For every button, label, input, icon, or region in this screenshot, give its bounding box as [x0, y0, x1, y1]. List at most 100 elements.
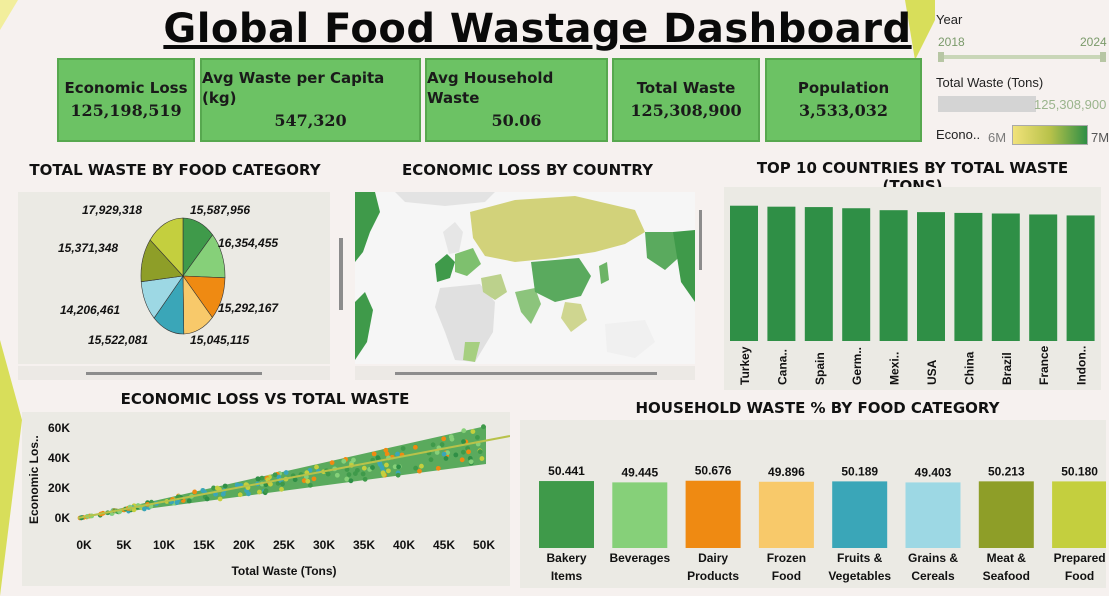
scatter-point[interactable] [453, 452, 459, 458]
scatter-point[interactable] [344, 476, 350, 482]
scatter-point[interactable] [392, 464, 398, 470]
top10-bar[interactable] [730, 205, 758, 341]
scatter-point[interactable] [237, 492, 243, 498]
scatter-point[interactable] [263, 488, 269, 494]
scatter-point[interactable] [466, 449, 471, 455]
scatter-point[interactable] [449, 436, 455, 442]
scatter-point[interactable] [371, 451, 377, 457]
household-bar[interactable] [539, 481, 594, 548]
scatter-point[interactable] [351, 457, 356, 463]
scatter-point[interactable] [434, 450, 440, 455]
scatter-point[interactable] [217, 496, 223, 502]
scatter-point[interactable] [307, 482, 313, 488]
top10-bar[interactable] [991, 213, 1020, 341]
scatter-point[interactable] [386, 468, 391, 474]
scatter-point[interactable] [384, 451, 390, 457]
pie-slice[interactable] [149, 217, 184, 277]
scatter-point[interactable] [461, 439, 466, 445]
scatter-point[interactable] [479, 456, 485, 461]
scatter-point[interactable] [481, 424, 486, 430]
scatter-point[interactable] [395, 472, 401, 478]
scatter-point[interactable] [344, 467, 350, 472]
year-slider-end-handle[interactable] [1100, 52, 1106, 62]
map-horizontal-scrollbar[interactable] [355, 366, 695, 380]
scatter-point[interactable] [400, 446, 406, 451]
top10-bar-chart[interactable]: Turkey Cana.. Spain Germ.. Mexi.. USA China Bra… [724, 187, 1101, 390]
scatter-point[interactable] [329, 460, 335, 466]
scrollbar-thumb[interactable] [699, 210, 702, 270]
scatter-point[interactable] [301, 478, 307, 484]
pie-panel-scrollbar[interactable] [18, 366, 330, 380]
top10-bar[interactable] [879, 210, 908, 341]
scatter-point[interactable] [417, 468, 422, 474]
scatter-point[interactable] [305, 478, 311, 484]
econ-color-legend[interactable] [1012, 125, 1088, 145]
scatter-plot[interactable]: 0K 20K 40K 60K 0K 5K 10K 15K 20K 25K 30K 35K 40K 45K 5… [22, 412, 511, 586]
scatter-point[interactable] [268, 481, 273, 487]
top10-bar[interactable] [917, 212, 945, 341]
scatter-point[interactable] [204, 496, 210, 502]
scatter-point[interactable] [362, 476, 368, 482]
scatter-point[interactable] [370, 465, 375, 470]
household-bar[interactable] [758, 481, 814, 548]
scatter-point[interactable] [314, 464, 319, 470]
scatter-point[interactable] [384, 462, 389, 468]
household-bar[interactable] [685, 480, 741, 548]
scatter-point[interactable] [334, 472, 340, 478]
scatter-point[interactable] [460, 449, 466, 455]
scatter-point[interactable] [470, 429, 476, 434]
scatter-point[interactable] [355, 467, 360, 473]
world-map[interactable] [355, 192, 695, 364]
scatter-point[interactable] [222, 483, 228, 489]
scrollbar-thumb[interactable] [86, 372, 262, 375]
scatter-point[interactable] [346, 472, 352, 477]
household-bar[interactable] [978, 481, 1034, 548]
top10-bar[interactable] [767, 206, 796, 341]
scatter-point[interactable] [325, 471, 331, 477]
kpi-economic-loss[interactable]: Economic Loss 125,198,519 [57, 58, 195, 142]
scatter-point[interactable] [186, 498, 192, 504]
map-panel[interactable] [355, 192, 695, 364]
scatter-point[interactable] [443, 456, 449, 461]
scatter-point[interactable] [361, 465, 367, 471]
top10-bar[interactable] [804, 207, 833, 341]
scatter-point[interactable] [435, 465, 441, 471]
scatter-point[interactable] [413, 465, 419, 471]
scatter-point[interactable] [141, 506, 147, 512]
pie-chart[interactable]: 15,587,956 16,354,455 15,292,167 15,045,115… [18, 192, 330, 364]
scatter-point[interactable] [279, 486, 284, 492]
top10-bar[interactable] [954, 212, 983, 341]
scatter-point[interactable] [311, 476, 317, 482]
scatter-point[interactable] [395, 451, 400, 457]
scatter-point[interactable] [280, 481, 285, 487]
total-waste-slider[interactable] [938, 96, 1036, 112]
scatter-point[interactable] [341, 458, 347, 464]
scatter-point[interactable] [214, 485, 220, 491]
household-bar[interactable] [612, 482, 668, 548]
scatter-point[interactable] [475, 434, 480, 440]
scatter-point[interactable] [256, 489, 262, 495]
year-slider-start-handle[interactable] [938, 52, 944, 62]
scatter-point[interactable] [131, 507, 137, 513]
map-vertical-scrollbar[interactable] [698, 210, 704, 270]
scatter-point[interactable] [283, 470, 289, 475]
household-bar[interactable] [1052, 481, 1108, 548]
household-bar-chart[interactable]: 50.441 Bakery Items 49.445 Beverages 50.676 Da… [520, 420, 1108, 588]
top10-bar[interactable] [1066, 215, 1095, 341]
scatter-point[interactable] [477, 449, 483, 455]
household-bar[interactable] [905, 482, 961, 548]
scatter-point[interactable] [441, 436, 447, 442]
scatter-point[interactable] [259, 475, 265, 481]
scatter-point[interactable] [419, 463, 424, 469]
scatter-point[interactable] [348, 478, 354, 484]
scatter-point[interactable] [396, 464, 402, 470]
scatter-point[interactable] [441, 451, 447, 457]
scatter-point[interactable] [292, 477, 298, 483]
scatter-point[interactable] [413, 444, 418, 450]
kpi-avg-waste-per-capita[interactable]: Avg Waste per Capita (kg) 547,320 [200, 58, 421, 142]
scrollbar-thumb[interactable] [395, 372, 657, 375]
household-bar[interactable] [832, 481, 888, 548]
scatter-point[interactable] [192, 489, 198, 495]
scatter-point[interactable] [461, 428, 467, 434]
scatter-point[interactable] [234, 482, 240, 488]
